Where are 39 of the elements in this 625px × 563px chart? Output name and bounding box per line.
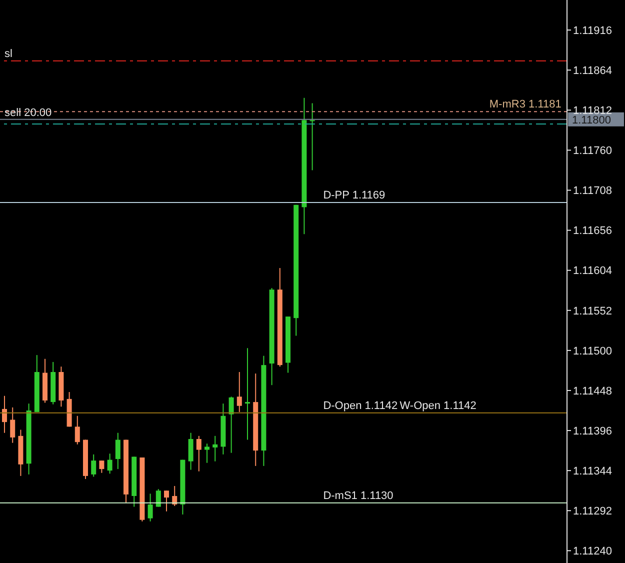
candlestick xyxy=(10,406,16,444)
candlestick xyxy=(164,490,169,512)
ref-line-label: 1.11800 xyxy=(572,114,611,126)
candlestick xyxy=(156,488,161,508)
y-tick-label: 1.11916 xyxy=(573,24,612,37)
candlestick xyxy=(107,453,112,474)
candlestick xyxy=(91,454,96,478)
candlestick xyxy=(74,415,80,445)
ref-line-label: M-mR3 1.1181 xyxy=(489,98,562,111)
ref-line-label: sl xyxy=(4,48,12,60)
y-tick-label: 1.11552 xyxy=(573,305,612,318)
ref-line-label: D-Open 1.1142 xyxy=(323,400,398,412)
y-tick-label: 1.11240 xyxy=(573,546,612,558)
candlestick xyxy=(148,493,153,522)
ref-line-label: sell 20.00 xyxy=(4,107,52,119)
y-tick-label: 1.11396 xyxy=(573,425,612,438)
candlestick xyxy=(99,460,104,474)
candlestick xyxy=(204,443,210,464)
candlestick xyxy=(188,432,194,470)
ref-line-label: D-PP 1.1169 xyxy=(323,190,386,202)
y-tick-label: 1.11864 xyxy=(573,64,612,77)
y-tick-label: 1.11448 xyxy=(573,385,612,398)
candlestick xyxy=(228,396,234,454)
candlestick xyxy=(2,395,7,434)
ref-line-label: D-mS1 1.1130 xyxy=(323,490,394,502)
y-tick-label: 1.11344 xyxy=(573,465,612,478)
y-tick-label: 1.11760 xyxy=(573,145,612,158)
y-tick-label: 1.11708 xyxy=(573,185,612,198)
candlestick xyxy=(212,435,218,462)
candlestick xyxy=(236,371,242,413)
y-tick-label: 1.11292 xyxy=(573,506,612,518)
annotation: W-Open 1.1142 xyxy=(400,400,476,412)
y-tick-label: 1.11604 xyxy=(573,265,612,278)
y-tick-label: 1.11656 xyxy=(573,225,612,238)
candlestick xyxy=(115,432,120,470)
candlestick xyxy=(310,102,315,171)
y-tick-label: 1.11500 xyxy=(573,345,612,358)
candlestick xyxy=(245,348,250,440)
candlestick xyxy=(196,435,202,472)
